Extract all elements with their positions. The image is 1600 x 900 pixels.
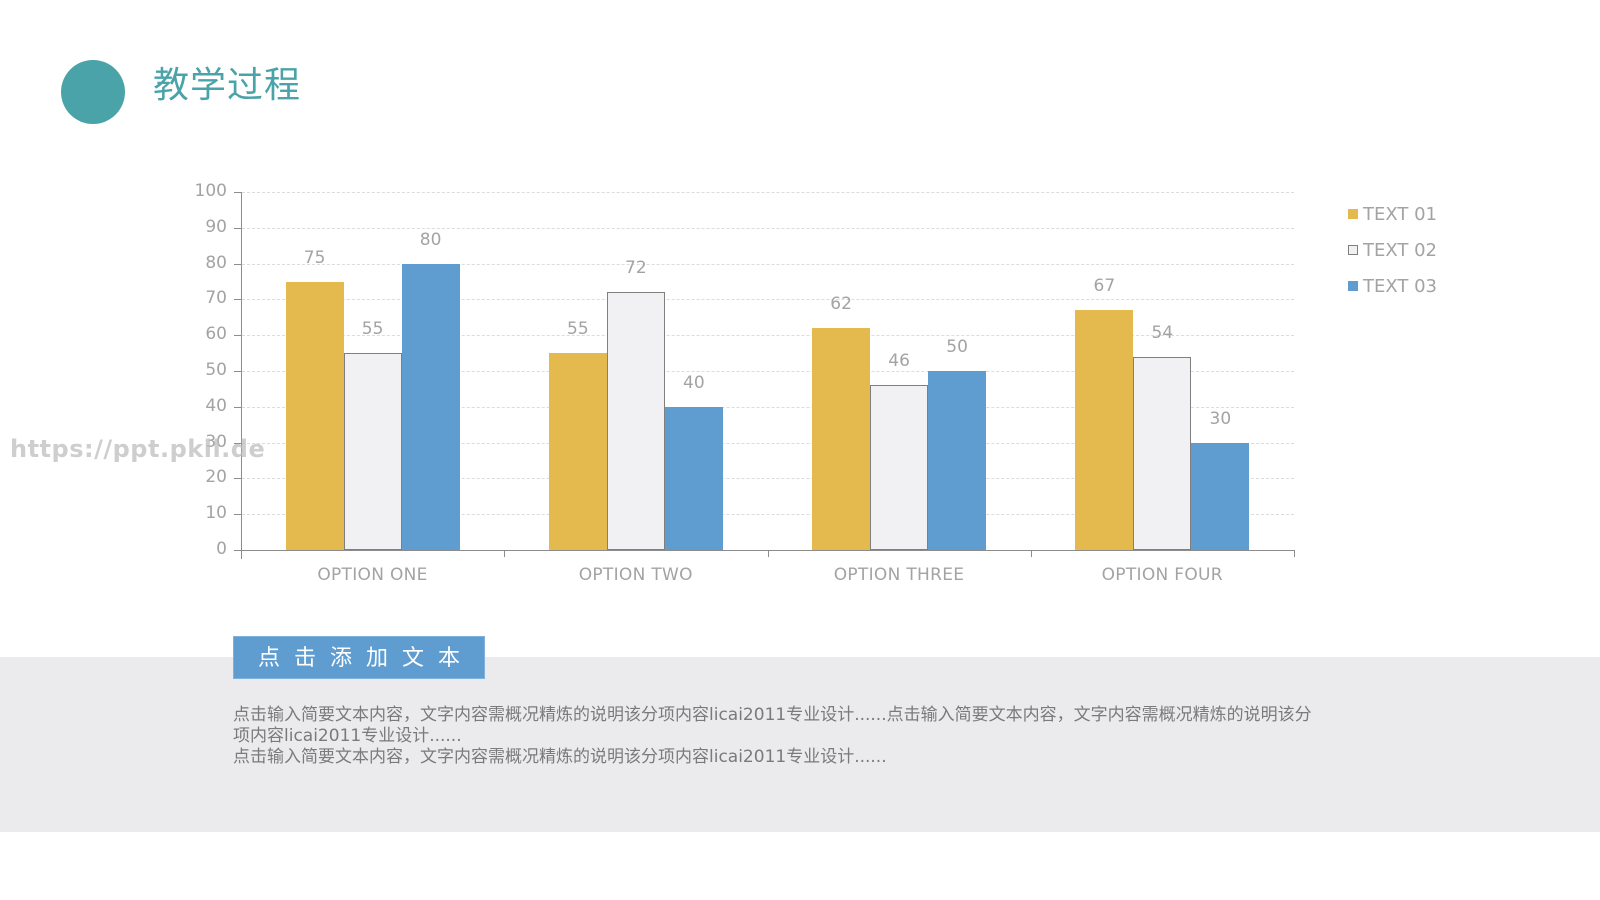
gridline xyxy=(242,263,1294,265)
x-axis-tick xyxy=(767,550,769,557)
y-axis-tick-label: 60 xyxy=(205,324,227,345)
legend-swatch-icon xyxy=(1348,281,1358,291)
x-axis-category-label: OPTION THREE xyxy=(833,565,965,585)
bar-text-02[interactable] xyxy=(1133,356,1192,550)
y-axis-tick xyxy=(234,478,241,480)
description-text[interactable]: 点击输入简要文本内容，文字内容需概况精炼的说明该分项内容licai2011专业设… xyxy=(233,705,1323,768)
legend-item[interactable]: TEXT 02 xyxy=(1348,232,1437,268)
bar-value-label: 54 xyxy=(1151,322,1174,343)
y-axis-tick xyxy=(234,550,241,551)
bar-text-03[interactable] xyxy=(664,406,723,550)
x-axis-category-label: OPTION ONE xyxy=(317,565,428,585)
bar-value-label: 55 xyxy=(567,319,589,340)
y-axis-tick xyxy=(234,514,241,516)
bar-value-label: 30 xyxy=(1209,408,1232,429)
description-paragraph: 点击输入简要文本内容，文字内容需概况精炼的说明该分项内容licai2011专业设… xyxy=(233,705,1312,746)
x-axis-tick xyxy=(1030,550,1032,557)
description-paragraph: 点击输入简要文本内容，文字内容需概况精炼的说明该分项内容licai2011专业设… xyxy=(233,747,887,767)
x-axis-tick xyxy=(504,550,506,557)
bar-value-label: 80 xyxy=(419,229,442,250)
y-axis-tick xyxy=(234,192,241,193)
gridline xyxy=(242,406,1294,408)
gridline xyxy=(242,514,1294,516)
y-axis-tick-label: 20 xyxy=(205,467,227,488)
gridline xyxy=(242,192,1294,193)
bar-chart: 0 10 20 30 40 50 60 70 80 90 100 75 55 80 OPTION ONE 55… xyxy=(194,181,1295,585)
gridline xyxy=(242,442,1294,444)
y-axis-tick-label: 80 xyxy=(205,252,227,273)
y-axis-tick xyxy=(234,299,241,301)
x-axis-category-label: OPTION TWO xyxy=(578,565,693,585)
legend-label: TEXT 01 xyxy=(1363,203,1438,225)
y-axis-tick xyxy=(234,371,241,372)
legend-item[interactable]: TEXT 01 xyxy=(1348,196,1437,232)
watermark: https://ppt.pkll.de xyxy=(10,435,266,463)
legend-swatch-icon xyxy=(1348,209,1358,219)
bar-value-label: 50 xyxy=(946,337,968,357)
gridline xyxy=(242,299,1294,301)
add-text-button[interactable]: 点击添加文本 xyxy=(233,636,485,679)
text-section-background xyxy=(0,657,1600,832)
bar-text-01[interactable] xyxy=(548,353,607,550)
y-axis-tick-label: 100 xyxy=(194,181,227,201)
bar-text-02[interactable] xyxy=(343,353,402,550)
gridline xyxy=(242,478,1294,480)
bar-text-01[interactable] xyxy=(1075,310,1134,550)
title-circle-icon xyxy=(61,60,125,124)
bar-value-label: 75 xyxy=(303,247,326,268)
y-axis-tick-label: 90 xyxy=(205,216,227,237)
bar-value-label: 67 xyxy=(1093,276,1116,297)
bar-text-02[interactable] xyxy=(606,292,665,550)
bar-value-label: 46 xyxy=(888,351,910,372)
y-axis-tick xyxy=(234,227,241,229)
y-axis-tick-label: 40 xyxy=(205,395,227,416)
y-axis-tick xyxy=(234,406,241,408)
x-axis-tick xyxy=(241,550,242,557)
legend-label: TEXT 03 xyxy=(1363,275,1438,297)
legend-item[interactable]: TEXT 03 xyxy=(1348,268,1437,304)
y-axis-tick xyxy=(234,335,241,337)
bar-text-03[interactable] xyxy=(1191,442,1250,550)
bar-value-label: 55 xyxy=(361,319,384,340)
x-axis-tick xyxy=(1294,550,1295,557)
bar-value-label: 40 xyxy=(683,372,705,393)
bar-value-label: 62 xyxy=(830,294,852,315)
bar-text-02[interactable] xyxy=(870,385,929,550)
y-axis-tick xyxy=(234,442,241,444)
page-title: 教学过程 xyxy=(153,65,302,106)
bar-text-03[interactable] xyxy=(928,371,987,550)
y-axis xyxy=(241,192,242,559)
y-axis-tick-label: 10 xyxy=(205,503,227,524)
legend-swatch-icon xyxy=(1348,245,1358,255)
y-axis-tick-label: 50 xyxy=(205,360,227,380)
bar-text-03[interactable] xyxy=(401,263,460,550)
chart-legend: TEXT 01 TEXT 02 TEXT 03 xyxy=(1348,196,1437,304)
y-axis-tick-label: 70 xyxy=(205,288,227,309)
y-axis-tick xyxy=(234,263,241,265)
x-axis-category-label: OPTION FOUR xyxy=(1101,565,1223,585)
gridline xyxy=(242,335,1294,337)
y-axis-tick-label: 0 xyxy=(216,539,227,559)
y-axis-tick-label: 30 xyxy=(205,431,227,452)
gridline xyxy=(242,227,1294,229)
bar-value-label: 72 xyxy=(625,258,647,279)
gridline xyxy=(242,371,1294,372)
bar-text-01[interactable] xyxy=(285,281,344,550)
bar-text-01[interactable] xyxy=(812,328,871,550)
legend-label: TEXT 02 xyxy=(1363,239,1438,261)
